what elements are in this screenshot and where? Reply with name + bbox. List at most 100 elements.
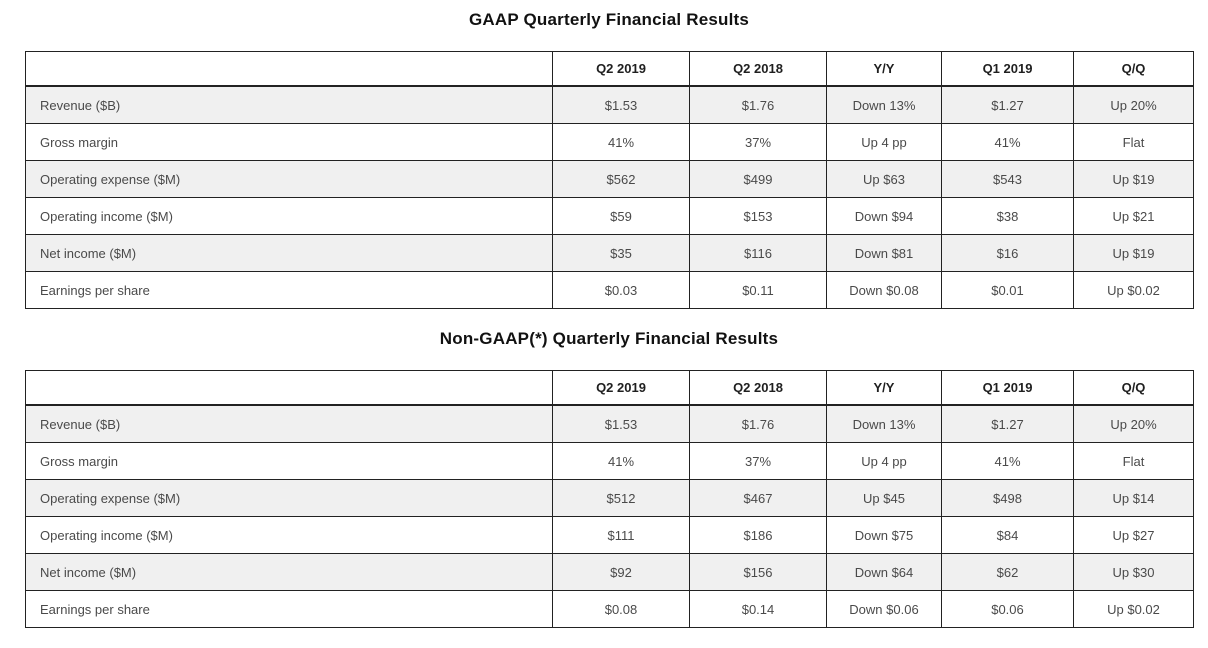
- column-header-metric: [25, 51, 553, 87]
- row-operating-expense: Operating expense ($M) $512 $467 Up $45 …: [25, 479, 1194, 517]
- cell-value: Up 20%: [1073, 85, 1194, 124]
- cell-value: Up $27: [1073, 516, 1194, 554]
- row-revenue: Revenue ($B) $1.53 $1.76 Down 13% $1.27 …: [25, 404, 1194, 443]
- cell-value: Up $14: [1073, 479, 1194, 517]
- cell-value: $35: [552, 234, 690, 272]
- cell-value: $1.76: [689, 85, 827, 124]
- cell-value: $0.06: [941, 590, 1074, 628]
- row-label: Revenue ($B): [25, 404, 553, 443]
- cell-value: Up 4 pp: [826, 123, 942, 161]
- cell-value: $1.76: [689, 404, 827, 443]
- cell-value: Down $94: [826, 197, 942, 235]
- cell-value: Up $21: [1073, 197, 1194, 235]
- column-header-q1-2019: Q1 2019: [941, 51, 1074, 87]
- cell-value: 37%: [689, 442, 827, 480]
- gaap-results-table: Q2 2019 Q2 2018 Y/Y Q1 2019 Q/Q Revenue …: [25, 51, 1194, 309]
- cell-value: $0.01: [941, 271, 1074, 309]
- cell-value: $0.08: [552, 590, 690, 628]
- row-label: Revenue ($B): [25, 85, 553, 124]
- cell-value: Down 13%: [826, 85, 942, 124]
- cell-value: $156: [689, 553, 827, 591]
- row-net-income: Net income ($M) $92 $156 Down $64 $62 Up…: [25, 553, 1194, 591]
- cell-value: Up $30: [1073, 553, 1194, 591]
- header-row: Q2 2019 Q2 2018 Y/Y Q1 2019 Q/Q: [25, 370, 1194, 406]
- cell-value: Up $0.02: [1073, 590, 1194, 628]
- cell-value: $512: [552, 479, 690, 517]
- cell-value: $84: [941, 516, 1074, 554]
- cell-value: Down $64: [826, 553, 942, 591]
- cell-value: Up $63: [826, 160, 942, 198]
- cell-value: Flat: [1073, 123, 1194, 161]
- cell-value: $153: [689, 197, 827, 235]
- row-label: Operating income ($M): [25, 197, 553, 235]
- financial-results-page: GAAP Quarterly Financial Results Q2 2019…: [25, 10, 1194, 628]
- cell-value: $38: [941, 197, 1074, 235]
- cell-value: $92: [552, 553, 690, 591]
- cell-value: $1.53: [552, 85, 690, 124]
- cell-value: $111: [552, 516, 690, 554]
- cell-value: $1.27: [941, 85, 1074, 124]
- gaap-table-title: GAAP Quarterly Financial Results: [468, 10, 750, 29]
- column-header-q2-2019: Q2 2019: [552, 370, 690, 406]
- row-label: Gross margin: [25, 442, 553, 480]
- cell-value: $62: [941, 553, 1074, 591]
- cell-value: $0.03: [552, 271, 690, 309]
- row-earnings-per-share: Earnings per share $0.08 $0.14 Down $0.0…: [25, 590, 1194, 628]
- row-label: Gross margin: [25, 123, 553, 161]
- row-label: Earnings per share: [25, 590, 553, 628]
- cell-value: Up 20%: [1073, 404, 1194, 443]
- row-revenue: Revenue ($B) $1.53 $1.76 Down 13% $1.27 …: [25, 85, 1194, 124]
- cell-value: $0.11: [689, 271, 827, 309]
- row-label: Earnings per share: [25, 271, 553, 309]
- cell-value: $1.27: [941, 404, 1074, 443]
- cell-value: $498: [941, 479, 1074, 517]
- cell-value: Up $19: [1073, 234, 1194, 272]
- column-header-qq: Q/Q: [1073, 51, 1194, 87]
- non-gaap-results-section: Non-GAAP(*) Quarterly Financial Results …: [25, 329, 1194, 628]
- cell-value: $16: [941, 234, 1074, 272]
- column-header-qq: Q/Q: [1073, 370, 1194, 406]
- gaap-results-section: GAAP Quarterly Financial Results Q2 2019…: [25, 10, 1194, 309]
- cell-value: Up $0.02: [1073, 271, 1194, 309]
- cell-value: $1.53: [552, 404, 690, 443]
- column-header-metric: [25, 370, 553, 406]
- cell-value: Up 4 pp: [826, 442, 942, 480]
- cell-value: $543: [941, 160, 1074, 198]
- cell-value: Up $45: [826, 479, 942, 517]
- cell-value: Down $81: [826, 234, 942, 272]
- cell-value: 41%: [941, 123, 1074, 161]
- cell-value: $499: [689, 160, 827, 198]
- column-header-q2-2018: Q2 2018: [689, 370, 827, 406]
- cell-value: $59: [552, 197, 690, 235]
- column-header-yy: Y/Y: [826, 370, 942, 406]
- cell-value: Down $0.06: [826, 590, 942, 628]
- cell-value: Down 13%: [826, 404, 942, 443]
- non-gaap-table-title: Non-GAAP(*) Quarterly Financial Results: [439, 329, 779, 348]
- column-header-q2-2018: Q2 2018: [689, 51, 827, 87]
- row-operating-income: Operating income ($M) $111 $186 Down $75…: [25, 516, 1194, 554]
- row-operating-income: Operating income ($M) $59 $153 Down $94 …: [25, 197, 1194, 235]
- cell-value: Down $75: [826, 516, 942, 554]
- column-header-q1-2019: Q1 2019: [941, 370, 1074, 406]
- row-label: Net income ($M): [25, 234, 553, 272]
- cell-value: $467: [689, 479, 827, 517]
- row-net-income: Net income ($M) $35 $116 Down $81 $16 Up…: [25, 234, 1194, 272]
- row-gross-margin: Gross margin 41% 37% Up 4 pp 41% Flat: [25, 442, 1194, 480]
- row-earnings-per-share: Earnings per share $0.03 $0.11 Down $0.0…: [25, 271, 1194, 309]
- cell-value: 41%: [552, 123, 690, 161]
- cell-value: $562: [552, 160, 690, 198]
- cell-value: Down $0.08: [826, 271, 942, 309]
- cell-value: Flat: [1073, 442, 1194, 480]
- column-header-yy: Y/Y: [826, 51, 942, 87]
- cell-value: 41%: [552, 442, 690, 480]
- cell-value: 41%: [941, 442, 1074, 480]
- row-operating-expense: Operating expense ($M) $562 $499 Up $63 …: [25, 160, 1194, 198]
- column-header-q2-2019: Q2 2019: [552, 51, 690, 87]
- cell-value: $116: [689, 234, 827, 272]
- cell-value: 37%: [689, 123, 827, 161]
- row-label: Operating expense ($M): [25, 479, 553, 517]
- non-gaap-results-table: Q2 2019 Q2 2018 Y/Y Q1 2019 Q/Q Revenue …: [25, 370, 1194, 628]
- row-gross-margin: Gross margin 41% 37% Up 4 pp 41% Flat: [25, 123, 1194, 161]
- cell-value: Up $19: [1073, 160, 1194, 198]
- row-label: Operating income ($M): [25, 516, 553, 554]
